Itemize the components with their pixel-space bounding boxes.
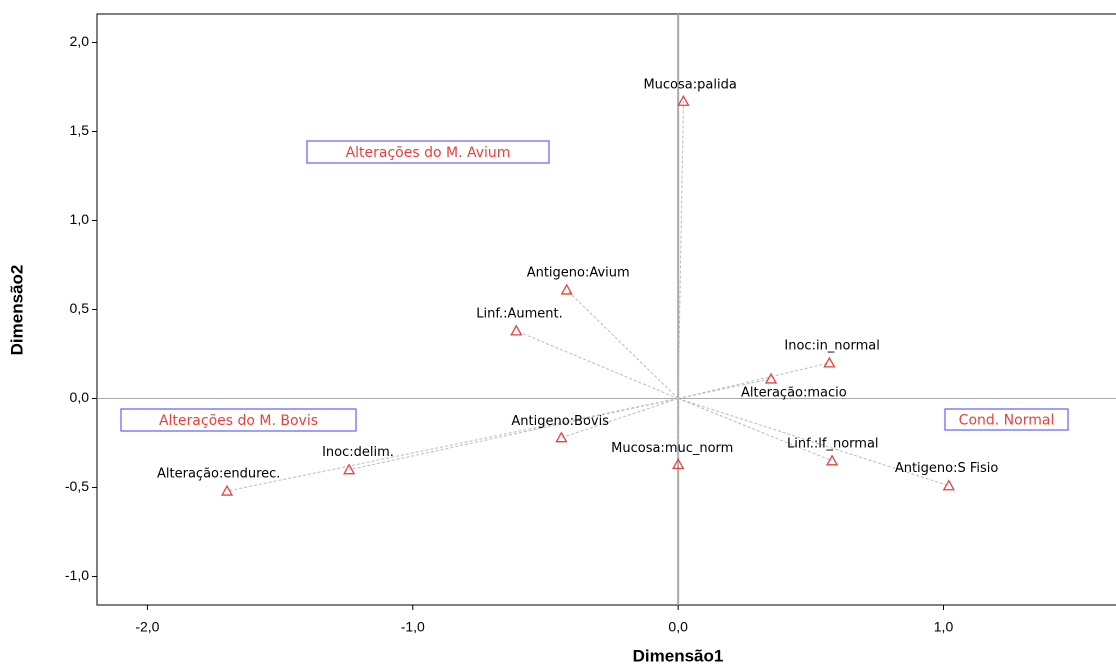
- y-tick-label: 2,0: [70, 33, 90, 49]
- point-label: Inoc:delim.: [322, 445, 394, 460]
- point-label: Mucosa:palida: [643, 78, 736, 93]
- point: [342, 463, 356, 475]
- point: [942, 479, 955, 491]
- annotation: Cond. Normal: [959, 413, 1055, 429]
- link-line: [677, 398, 833, 462]
- point: [220, 484, 234, 496]
- y-tick-label: -1,0: [65, 567, 89, 583]
- link-line: [226, 398, 679, 492]
- point: [555, 431, 568, 443]
- x-axis-title: Dimensão1: [633, 646, 724, 665]
- x-tick-label: -1,0: [401, 619, 425, 635]
- point: [823, 356, 836, 368]
- link-line: [678, 362, 830, 399]
- point-label: Antigeno:S Fisio: [895, 461, 999, 476]
- link-line: [678, 378, 772, 399]
- link-line: [677, 101, 684, 399]
- link-line: [561, 398, 679, 439]
- annotation-box: [306, 140, 550, 164]
- link-line: [348, 398, 679, 471]
- point-label: Mucosa:muc_norm: [611, 441, 733, 456]
- x-tick-label: 0,0: [668, 619, 688, 635]
- x-tick-label: 1,0: [934, 619, 954, 635]
- y-tick-label: 0,5: [70, 300, 90, 316]
- point-label: Inoc:in_normal: [784, 338, 879, 353]
- point: [672, 458, 685, 470]
- annotation: Alterações do M. Avium: [346, 145, 511, 161]
- x-tick-label: -2,0: [135, 619, 159, 635]
- y-tick-label: 0,0: [70, 389, 90, 405]
- y-tick-label: 1,0: [70, 211, 90, 227]
- link-line: [566, 289, 679, 399]
- point-label: Linf.:Aument.: [476, 306, 562, 321]
- point-label: Antigeno:Avium: [527, 265, 630, 280]
- point-label: Alteração:macio: [741, 385, 847, 400]
- y-axis-title: Dimensão2: [7, 265, 26, 356]
- point: [825, 454, 839, 466]
- annotation-box: [944, 408, 1069, 431]
- y-tick-label: 1,5: [70, 122, 90, 138]
- point-label: Antigeno:Bovis: [511, 414, 609, 429]
- point: [677, 94, 690, 106]
- y-tick-label: -0,5: [65, 478, 89, 494]
- link-line: [516, 330, 679, 399]
- point-label: Alteração:endurec.: [157, 467, 280, 482]
- point: [764, 372, 778, 384]
- point-label: Linf.:lf_normal: [787, 436, 878, 451]
- annotation-box: [120, 408, 357, 432]
- annotation: Alterações do M. Bovis: [159, 413, 318, 429]
- link-line: [677, 398, 949, 487]
- point: [560, 283, 573, 295]
- point: [510, 324, 523, 336]
